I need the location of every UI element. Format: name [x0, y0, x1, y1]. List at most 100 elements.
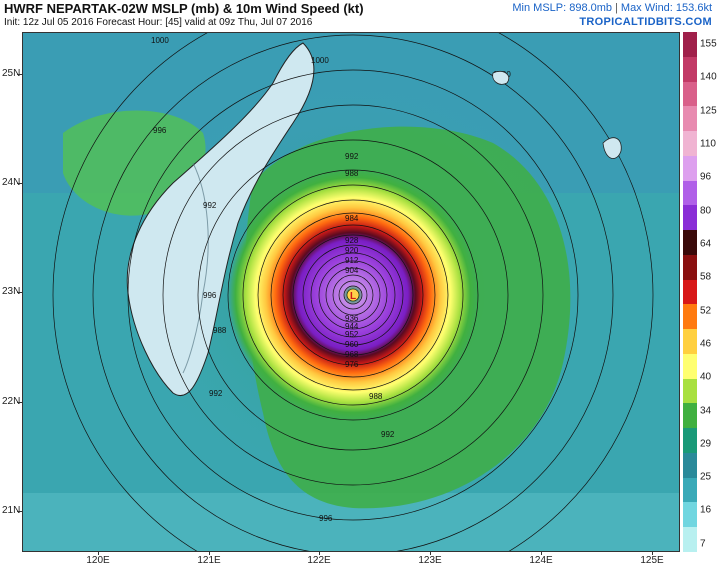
- colorbar-label: 155: [700, 38, 717, 50]
- colorbar-segment: [683, 329, 697, 355]
- lat-tick: [17, 183, 22, 184]
- isobar-label: 944: [345, 322, 359, 331]
- isobar-label: 904: [345, 266, 359, 275]
- lat-tick: [17, 402, 22, 403]
- lon-label-124e: 124E: [529, 555, 553, 566]
- lon-tick: [541, 551, 542, 555]
- colorbar-label: 16: [700, 504, 712, 516]
- wind-speed-colorbar: [683, 32, 697, 553]
- colorbar-label: 34: [700, 405, 712, 417]
- isobar-label: 1000: [151, 36, 169, 45]
- isobar-label: 920: [345, 246, 359, 255]
- colorbar-label: 58: [700, 271, 712, 283]
- colorbar-segment: [683, 81, 697, 107]
- isobar-label: 992: [203, 201, 217, 210]
- colorbar-segment: [683, 452, 697, 479]
- lon-tick: [98, 551, 99, 555]
- lat-label-25n: 25N: [2, 68, 21, 79]
- isobar-label: 968: [345, 350, 359, 359]
- colorbar-label: 29: [700, 438, 712, 450]
- brand-link[interactable]: TROPICALTIDBITS.COM: [579, 16, 712, 28]
- max-wind: Max Wind: 153.6kt: [620, 2, 712, 14]
- isobar-rings: [52, 33, 654, 551]
- isobar-label: 992: [209, 389, 223, 398]
- low-pressure-marker: L: [350, 291, 356, 302]
- colorbar-label: 140: [700, 71, 717, 83]
- typhoon-eye: [346, 288, 360, 302]
- isobar-label: 996: [203, 291, 217, 300]
- lat-label-23n: 23N: [2, 286, 21, 297]
- isobar-labels: 1000 1000 1000 996 996 996 992 992 992 9…: [151, 36, 511, 523]
- colorbar-label: 52: [700, 305, 712, 317]
- colorbar-segment: [683, 230, 697, 256]
- isobar-label: 928: [345, 236, 359, 245]
- colorbar-segment: [683, 180, 697, 206]
- colorbar-segment: [683, 477, 697, 503]
- isobar-label: 1000: [311, 56, 329, 65]
- isobar-label: 988: [369, 392, 383, 401]
- isobar-label: 936: [345, 314, 359, 323]
- lon-tick: [430, 551, 431, 555]
- colorbar-segment: [683, 131, 697, 157]
- colorbar-segment: [683, 205, 697, 231]
- wind-map-svg: L 1000 1000 1000 996 996 996 992 992 992…: [23, 33, 679, 551]
- stats-separator: |: [615, 2, 618, 14]
- lon-label-120e: 120E: [86, 555, 110, 566]
- colorbar-segment: [683, 279, 697, 305]
- isobar-label: 960: [345, 340, 359, 349]
- colorbar-label: 7: [700, 538, 706, 550]
- isobar-label: 976: [345, 360, 359, 369]
- isobar-label: 912: [345, 256, 359, 265]
- colorbar-segment: [683, 56, 697, 82]
- colorbar-segment: [683, 378, 697, 404]
- taiwan-landmass: [126, 42, 315, 396]
- header: HWRF NEPARTAK-02W MSLP (mb) & 10m Wind S…: [0, 0, 720, 30]
- wind-map-panel[interactable]: L 1000 1000 1000 996 996 996 992 992 992…: [22, 32, 680, 552]
- colorbar-label: 110: [700, 138, 716, 150]
- island: [492, 70, 510, 85]
- lat-tick: [17, 292, 22, 293]
- colorbar-segment: [683, 304, 697, 330]
- colorbar-segment: [683, 403, 697, 429]
- min-mslp: Min MSLP: 898.0mb: [512, 2, 613, 14]
- colorbar-label: 40: [700, 371, 712, 383]
- colorbar-segment: [683, 428, 697, 454]
- colorbar-segment: [683, 32, 697, 58]
- map-title: HWRF NEPARTAK-02W MSLP (mb) & 10m Wind S…: [4, 1, 364, 16]
- colorbar-label: 64: [700, 238, 712, 250]
- isobar-label: 996: [319, 514, 333, 523]
- lat-label-21n: 21N: [2, 505, 21, 516]
- lon-tick: [652, 551, 653, 555]
- colorbar-label: 80: [700, 205, 712, 217]
- lon-label-121e: 121E: [197, 555, 221, 566]
- colorbar-label: 125: [700, 105, 717, 117]
- colorbar-label: 25: [700, 471, 712, 483]
- isobar-label: 992: [345, 152, 359, 161]
- colorbar-label: 46: [700, 338, 712, 350]
- colorbar-segment: [683, 353, 697, 380]
- lat-tick: [17, 511, 22, 512]
- colorbar-segment: [683, 155, 697, 182]
- lon-label-123e: 123E: [418, 555, 442, 566]
- terrain-ridge: [182, 162, 209, 374]
- isobar-label: 984: [345, 214, 359, 223]
- lon-tick: [209, 551, 210, 555]
- lat-tick: [17, 74, 22, 75]
- lon-label-122e: 122E: [307, 555, 331, 566]
- isobar-label: 988: [345, 169, 359, 178]
- colorbar-label: 96: [700, 171, 712, 183]
- colorbar-segment: [683, 502, 697, 528]
- map-subtitle: Init: 12z Jul 05 2016 Forecast Hour: [45…: [4, 17, 313, 28]
- lat-label-22n: 22N: [2, 396, 21, 407]
- isobar-label: 996: [153, 126, 167, 135]
- colorbar-segment: [683, 254, 697, 281]
- lon-tick: [319, 551, 320, 555]
- lat-label-24n: 24N: [2, 177, 21, 188]
- colorbar-segment: [683, 106, 697, 132]
- island: [602, 137, 622, 159]
- isobar-label: 952: [345, 330, 359, 339]
- lon-label-125e: 125E: [640, 555, 664, 566]
- isobar-label: 992: [381, 430, 395, 439]
- isobar-label: 988: [213, 326, 227, 335]
- colorbar-segment: [683, 527, 697, 553]
